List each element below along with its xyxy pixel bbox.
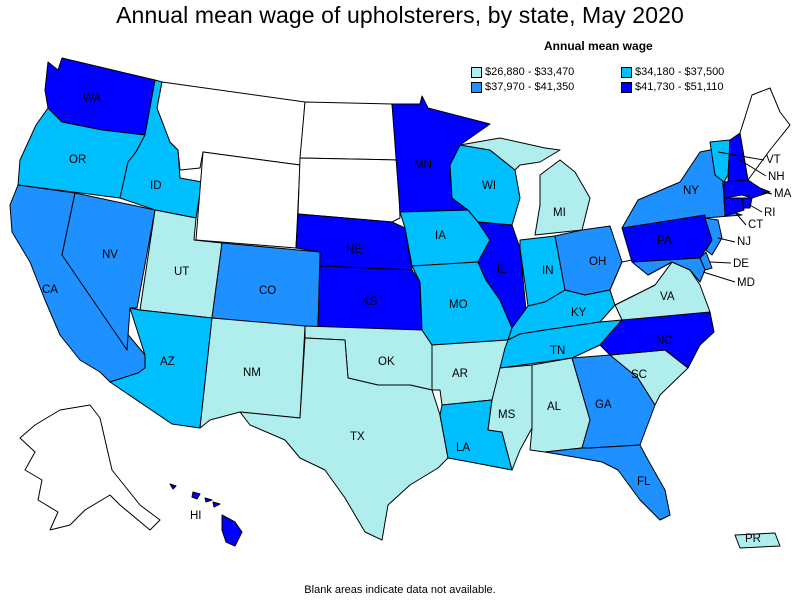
state-nd[interactable]: [299, 101, 399, 161]
state-tx[interactable]: [239, 337, 449, 541]
legend-item-bin-3: $37,970 - $41,350: [471, 81, 574, 93]
label-nm: NM: [243, 367, 261, 379]
state-sd[interactable]: [297, 157, 401, 223]
label-ga: GA: [595, 399, 612, 411]
label-id: ID: [150, 180, 162, 192]
label-tn: TN: [550, 345, 566, 357]
label-ri: RI: [764, 207, 776, 219]
legend-title: Annual mean wage: [544, 39, 653, 53]
legend-label: $34,180 - $37,500: [635, 66, 725, 78]
label-ma: MA: [774, 188, 792, 200]
label-sc: SC: [631, 369, 647, 381]
label-pr: PR: [745, 533, 761, 545]
state-fl[interactable]: [544, 444, 671, 521]
label-co: CO: [259, 285, 277, 297]
label-va: VA: [660, 291, 675, 303]
label-nv: NV: [102, 249, 118, 261]
label-or: OR: [69, 154, 87, 166]
label-mo: MO: [449, 299, 468, 311]
legend-label: $41,730 - $51,110: [635, 81, 724, 93]
map-title: Annual mean wage of upholsterers, by sta…: [116, 2, 684, 28]
legend-swatch: [471, 66, 482, 78]
state-ak[interactable]: [19, 404, 161, 531]
label-wa: WA: [83, 93, 102, 105]
label-az: AZ: [160, 356, 175, 368]
label-ar: AR: [452, 368, 468, 380]
label-ia: IA: [435, 230, 446, 242]
label-oh: OH: [589, 256, 607, 268]
label-ct: CT: [748, 219, 764, 231]
state-ct[interactable]: [723, 197, 745, 217]
legend-swatch: [621, 66, 632, 78]
label-hi: HI: [190, 510, 202, 522]
legend-swatch: [471, 81, 482, 93]
label-ne: NE: [346, 244, 362, 256]
state-mi[interactable]: [459, 137, 591, 236]
label-de: DE: [733, 258, 749, 270]
label-ky: KY: [571, 307, 587, 319]
label-ms: MS: [498, 409, 516, 421]
label-in: IN: [542, 265, 554, 277]
label-la: LA: [456, 442, 471, 454]
label-pa: PA: [657, 235, 672, 247]
label-mn: MN: [414, 159, 432, 171]
state-nj[interactable]: [704, 217, 723, 256]
legend-label: $37,970 - $41,350: [485, 81, 575, 93]
legend-label: $26,880 - $33,470: [485, 66, 575, 78]
legend-item-bin-1: $26,880 - $33,470: [471, 66, 574, 78]
label-wi: WI: [482, 180, 497, 192]
state-wy[interactable]: [195, 151, 301, 249]
legend-item-bin-2: $34,180 - $37,500: [621, 66, 724, 78]
label-vt: VT: [766, 154, 781, 166]
label-nc: NC: [656, 335, 673, 347]
label-ny: NY: [683, 185, 699, 197]
label-ca: CA: [42, 284, 58, 296]
footnote: Blank areas indicate data not available.: [304, 584, 496, 596]
state-il[interactable]: [477, 221, 527, 329]
legend-item-bin-4: $41,730 - $51,110: [621, 81, 723, 93]
label-ok: OK: [378, 356, 395, 368]
state-hi[interactable]: [169, 483, 243, 547]
state-pr[interactable]: [734, 532, 781, 549]
state-ma[interactable]: [723, 179, 771, 199]
label-nh: NH: [768, 171, 785, 183]
state-vt[interactable]: [709, 139, 731, 183]
label-ut: UT: [174, 266, 190, 278]
label-nj: NJ: [737, 236, 752, 248]
label-al: AL: [547, 401, 562, 413]
label-md: MD: [737, 277, 755, 289]
label-ks: KS: [362, 296, 378, 308]
label-fl: FL: [637, 476, 651, 488]
label-tx: TX: [350, 431, 365, 443]
state-md[interactable]: [631, 257, 706, 283]
label-mi: MI: [553, 207, 566, 219]
state-me[interactable]: [739, 87, 791, 181]
legend-swatch: [621, 81, 632, 93]
label-il: IL: [497, 264, 507, 276]
